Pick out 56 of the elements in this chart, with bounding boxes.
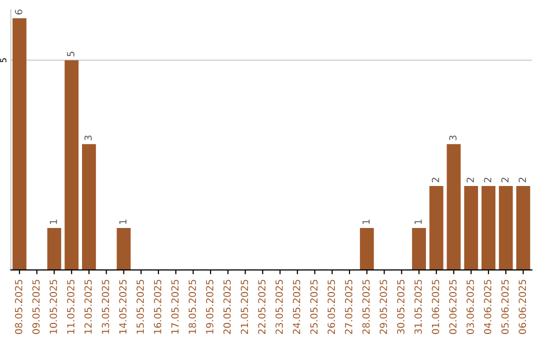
x-tick-label: 06.06.2025 (518, 280, 526, 334)
x-tick-label: 02.06.2025 (449, 280, 457, 334)
data-label: 3 (449, 136, 457, 140)
bar (64, 60, 79, 270)
x-tick-label: 31.05.2025 (414, 280, 422, 334)
x-tick-label: 03.06.2025 (466, 280, 474, 334)
data-label: 2 (432, 178, 440, 182)
data-label: 2 (518, 178, 526, 182)
x-tick-label: 08.05.2025 (14, 280, 22, 334)
x-tick-label: 11.05.2025 (67, 280, 74, 334)
data-label: 1 (414, 220, 422, 224)
x-tick-label: 18.05.2025 (188, 280, 196, 334)
x-tick-label: 20.05.2025 (223, 280, 231, 334)
data-label: 2 (466, 178, 474, 182)
x-tick-label: 26.05.2025 (328, 280, 335, 334)
x-tick-label: 16.05.2025 (154, 280, 162, 334)
x-tick-label: 15.05.2025 (136, 280, 144, 334)
bar (47, 228, 62, 270)
bar (116, 228, 131, 270)
x-tick-label: 24.05.2025 (292, 280, 300, 334)
x-tick-label: 12.05.2025 (84, 280, 92, 334)
x-tick-label: 04.06.2025 (484, 280, 492, 334)
bar (446, 144, 461, 270)
x-tick-label: 30.05.2025 (397, 280, 404, 334)
data-label: 2 (501, 178, 509, 182)
x-tick-label: 19.05.2025 (206, 280, 214, 334)
data-label: 1 (50, 220, 57, 224)
bar (464, 186, 478, 270)
x-tick-label: 13.05.2025 (102, 280, 110, 334)
data-label: 3 (84, 136, 92, 140)
bar (482, 186, 496, 270)
data-label: 1 (119, 220, 126, 224)
data-label: 1 (362, 220, 370, 224)
x-tick-label: 21.05.2025 (240, 280, 248, 334)
bar (360, 228, 374, 270)
x-tick-label: 14.05.2025 (119, 280, 127, 334)
bar (516, 186, 530, 270)
x-tick-label: 25.05.2025 (310, 280, 318, 334)
bar (412, 228, 426, 270)
data-label: 5 (67, 52, 74, 56)
x-tick-label: 22.05.2025 (258, 280, 266, 334)
x-tick-label: 27.05.2025 (344, 280, 352, 334)
bar (498, 186, 513, 270)
x-tick-label: 05.06.2025 (501, 280, 509, 334)
data-label: 2 (484, 178, 492, 182)
x-tick-label: 17.05.2025 (171, 280, 179, 334)
x-tick-label: 23.05.2025 (276, 280, 283, 334)
x-tick-label: 01.06.2025 (432, 280, 440, 334)
bar (429, 186, 444, 270)
bar (12, 18, 26, 270)
x-tick-label: 09.05.2025 (32, 280, 40, 334)
data-label: 6 (14, 10, 22, 14)
x-tick-label: 28.05.2025 (362, 280, 370, 334)
x-tick-label: 10.05.2025 (50, 280, 58, 334)
bar (82, 144, 96, 270)
x-tick-label: 29.05.2025 (380, 280, 388, 334)
